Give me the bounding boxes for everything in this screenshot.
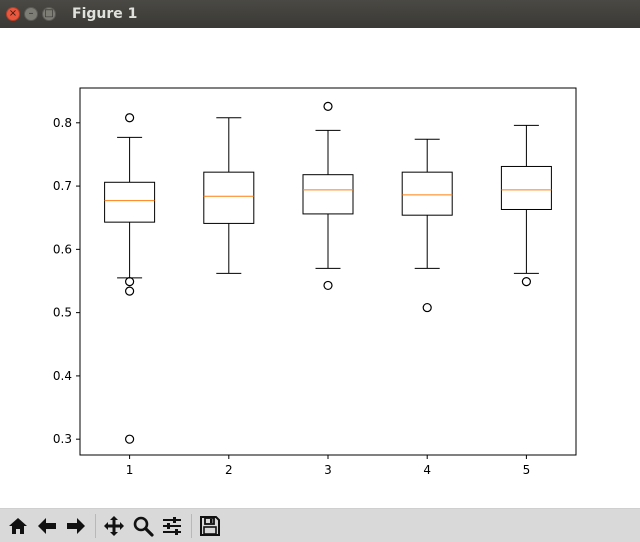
back-arrow-icon bbox=[38, 517, 56, 534]
subplots-config-icon bbox=[163, 516, 181, 535]
outlier-point bbox=[323, 280, 333, 291]
forward-arrow-icon bbox=[67, 517, 85, 534]
box-iqr bbox=[203, 171, 255, 224]
home-icon bbox=[9, 517, 27, 534]
window-minimize-button[interactable]: – bbox=[24, 7, 38, 21]
outlier-point bbox=[422, 302, 432, 313]
save-button[interactable] bbox=[196, 512, 224, 540]
figure-canvas[interactable]: 0.3 0.4 0.5 0.6 0.7 0.8 1 2 3 4 5 bbox=[0, 28, 640, 508]
window-title: Figure 1 bbox=[72, 6, 138, 22]
x-tick-label: 2 bbox=[225, 463, 233, 477]
y-tick-label: 0.6 bbox=[53, 242, 72, 256]
box-iqr bbox=[104, 181, 156, 223]
window-titlebar: × – □ Figure 1 bbox=[0, 0, 640, 28]
y-tick-label: 0.8 bbox=[53, 116, 72, 130]
toolbar-separator bbox=[95, 513, 96, 538]
save-icon bbox=[200, 515, 220, 536]
box-iqr bbox=[500, 165, 552, 210]
toolbar-separator bbox=[191, 513, 192, 538]
outlier-point bbox=[521, 277, 532, 287]
y-tick-label: 0.4 bbox=[53, 369, 72, 383]
forward-button[interactable] bbox=[62, 512, 90, 540]
x-tick-label: 4 bbox=[423, 463, 431, 477]
window-maximize-button[interactable]: □ bbox=[42, 7, 56, 21]
zoom-button[interactable] bbox=[129, 512, 157, 540]
y-tick-label: 0.7 bbox=[53, 179, 72, 193]
x-tick-label: 5 bbox=[523, 463, 531, 477]
window-close-button[interactable]: × bbox=[6, 7, 20, 21]
back-button[interactable] bbox=[33, 512, 61, 540]
y-tick-label: 0.5 bbox=[53, 306, 72, 320]
home-button[interactable] bbox=[4, 512, 32, 540]
outlier-point bbox=[125, 434, 135, 444]
outlier-point bbox=[323, 101, 333, 111]
boxplot-chart: 0.3 0.4 0.5 0.6 0.7 0.8 1 2 3 4 5 bbox=[53, 87, 577, 477]
x-tick-label: 1 bbox=[126, 463, 134, 477]
outlier-point bbox=[125, 277, 135, 287]
box-iqr bbox=[401, 171, 453, 216]
navigation-toolbar bbox=[0, 508, 640, 542]
pan-button[interactable] bbox=[100, 512, 128, 540]
subplots-config-button[interactable] bbox=[158, 512, 186, 540]
zoom-icon bbox=[133, 516, 154, 537]
box-iqr bbox=[302, 174, 354, 215]
y-tick-label: 0.3 bbox=[53, 432, 72, 446]
outlier-point bbox=[125, 113, 135, 123]
pan-icon bbox=[104, 515, 124, 536]
outlier-point bbox=[125, 286, 135, 296]
x-tick-label: 3 bbox=[324, 463, 332, 477]
